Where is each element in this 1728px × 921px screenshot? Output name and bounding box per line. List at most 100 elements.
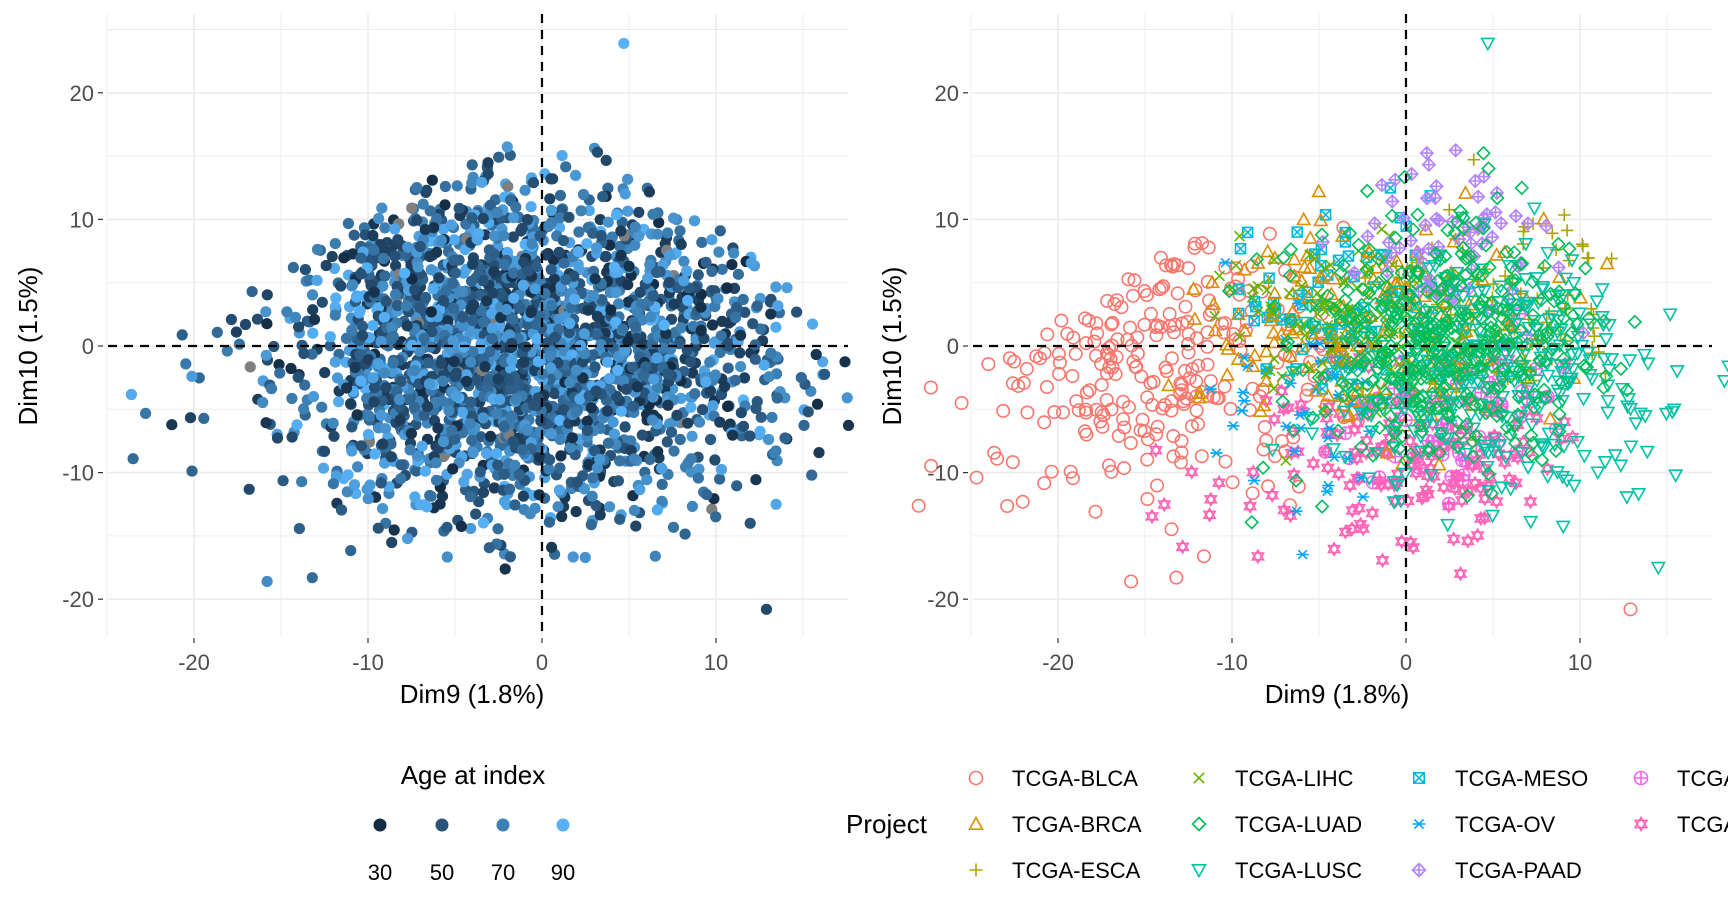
sample-point: [467, 171, 479, 183]
sample-point: [488, 266, 500, 278]
sample-marker-circle: [1052, 355, 1067, 370]
sample-point: [685, 401, 697, 413]
sample-marker-part: [1218, 454, 1233, 469]
sample-point: [587, 472, 599, 484]
sample-marker-part: [1093, 414, 1108, 429]
sample-point: [817, 356, 829, 368]
sample-marker-part: [1137, 283, 1152, 298]
sample-point: [362, 428, 374, 441]
sample-marker-part: [1140, 452, 1155, 467]
sample-point: [560, 274, 572, 286]
sample-point: [464, 418, 476, 430]
sample-point: [675, 238, 687, 250]
sample-point: [649, 550, 661, 562]
sample-marker-circle: [1088, 348, 1103, 363]
sample-point: [622, 173, 634, 185]
sample-point: [641, 474, 653, 486]
sample-point: [747, 318, 759, 330]
sample-point: [239, 318, 252, 331]
sample-point: [419, 465, 431, 477]
sample-point: [484, 346, 496, 358]
sample-point: [634, 286, 646, 298]
sample-point: [658, 319, 670, 331]
sample-marker-circle: [1194, 449, 1209, 464]
sample-point: [372, 358, 384, 370]
sample-point: [601, 405, 614, 417]
sample-marker-part: [1187, 240, 1202, 255]
sample-marker-plus: [1549, 243, 1563, 256]
sample-marker-part: [1257, 419, 1272, 434]
sample-marker-circle: [1162, 306, 1177, 321]
sample-marker-part: [1457, 185, 1474, 199]
sample-marker-circle: [1164, 522, 1179, 537]
sample-point: [456, 286, 469, 298]
sample-point: [765, 347, 777, 359]
sample-marker-circle: [1087, 334, 1102, 349]
sample-point: [389, 288, 402, 300]
sample-point: [577, 372, 589, 384]
sample-point: [591, 462, 604, 474]
sample-marker-part: [1245, 486, 1260, 501]
sample-marker-circle: [1174, 455, 1189, 470]
sample-point: [656, 495, 668, 507]
sample-marker-triangle: [1260, 243, 1276, 258]
sample-marker-part: [1127, 273, 1142, 288]
sample-marker-part: [1069, 394, 1084, 409]
sample-marker-part: [1560, 224, 1574, 237]
sample-marker-circle: [1241, 283, 1256, 298]
sample-marker-star-of-david: [1157, 496, 1172, 513]
sample-point: [395, 473, 407, 485]
sample-marker-part: [1581, 252, 1594, 265]
sample-marker-circle: [1174, 445, 1189, 460]
sample-point: [674, 433, 686, 446]
sample-marker-part: [1105, 315, 1120, 330]
sample-point: [545, 173, 557, 185]
sample-marker-part: [1154, 281, 1169, 296]
sample-marker-part: [1121, 272, 1136, 287]
sample-marker-circle: [1150, 478, 1165, 493]
sample-point: [506, 410, 518, 422]
sample-marker-part: [1087, 334, 1102, 349]
sample-marker-circle: [1191, 358, 1206, 373]
sample-point: [186, 370, 198, 382]
sample-marker-circle: [1189, 374, 1204, 389]
sample-point: [362, 493, 374, 505]
sample-point: [545, 428, 558, 440]
sample-marker-circle: [1130, 346, 1145, 361]
sample-marker-circle: [1210, 391, 1225, 406]
sample-point: [590, 499, 602, 512]
sample-marker-circle: [1188, 236, 1203, 251]
sample-point: [306, 348, 318, 360]
sample-point: [441, 315, 454, 327]
sample-marker-star-of-david: [1453, 565, 1468, 582]
sample-point: [362, 354, 375, 366]
sample-point: [387, 357, 399, 369]
sample-point: [526, 238, 538, 250]
sample-point: [555, 450, 567, 462]
sample-point: [507, 212, 520, 224]
sample-point: [449, 433, 461, 445]
sample-marker-circle: [1126, 288, 1141, 303]
sample-marker-circle: [1262, 226, 1277, 241]
sample-point: [464, 491, 476, 503]
sample-marker-part: [1126, 288, 1141, 303]
sample-point: [435, 357, 447, 369]
sample-point: [501, 499, 513, 511]
sample-point: [492, 373, 504, 385]
sample-point: [507, 436, 519, 448]
sample-point: [394, 414, 406, 426]
sample-marker-part: [1170, 286, 1185, 301]
sample-point: [420, 291, 432, 304]
sample-point: [585, 402, 597, 414]
sample-point: [277, 475, 289, 487]
sample-marker-circle: [1052, 366, 1067, 381]
sample-point: [180, 358, 192, 370]
sample-marker-circle: [1109, 349, 1124, 364]
sample-marker-circle: [1181, 261, 1196, 276]
sample-point: [285, 362, 297, 375]
sample-point: [521, 214, 534, 226]
sample-point: [446, 424, 458, 436]
sample-point: [628, 400, 640, 412]
sample-marker-asterisk: [1356, 492, 1370, 502]
sample-marker-circle: [1108, 367, 1123, 382]
